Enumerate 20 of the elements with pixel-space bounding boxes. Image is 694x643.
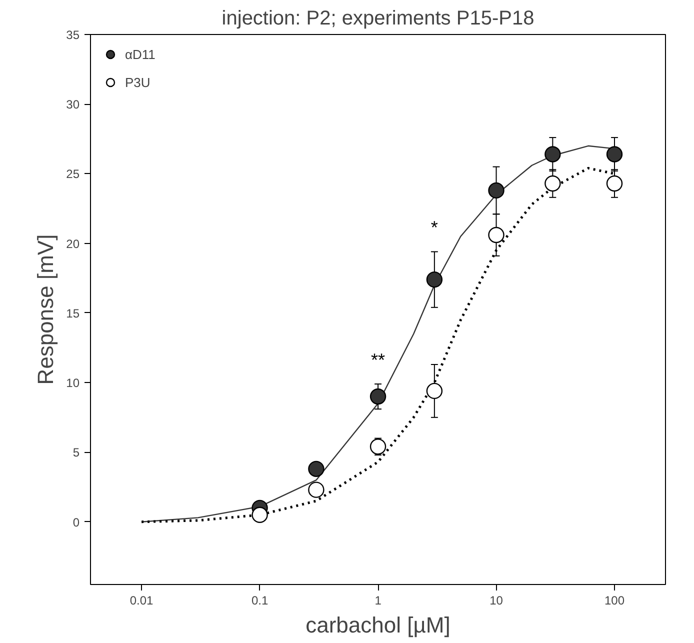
y-tick-label: 15 <box>66 306 80 320</box>
x-tick-label: 0.01 <box>130 594 154 608</box>
annotation: ** <box>371 350 386 370</box>
x-tick-label: 100 <box>604 594 625 608</box>
y-tick-label: 35 <box>66 28 80 42</box>
legend-label: P3U <box>125 74 150 90</box>
x-tick-label: 0.1 <box>251 594 268 608</box>
chart-title: injection: P2; experiments P15-P18 <box>222 8 534 30</box>
y-tick-label: 5 <box>72 446 80 460</box>
x-tick-label: 1 <box>374 594 382 608</box>
x-tick-label: 10 <box>490 594 504 608</box>
y-axis-title: Response [mV] <box>33 234 58 385</box>
y-tick-label: 10 <box>66 376 80 390</box>
y-tick-label: 25 <box>66 167 80 182</box>
annotation: * <box>430 218 438 238</box>
y-tick-label: 20 <box>66 236 80 251</box>
y-tick-label: 30 <box>66 98 80 112</box>
x-axis-title: carbachol [µM] <box>306 612 450 638</box>
legend-label: αD11 <box>125 46 156 62</box>
y-tick-label: 0 <box>72 515 80 530</box>
